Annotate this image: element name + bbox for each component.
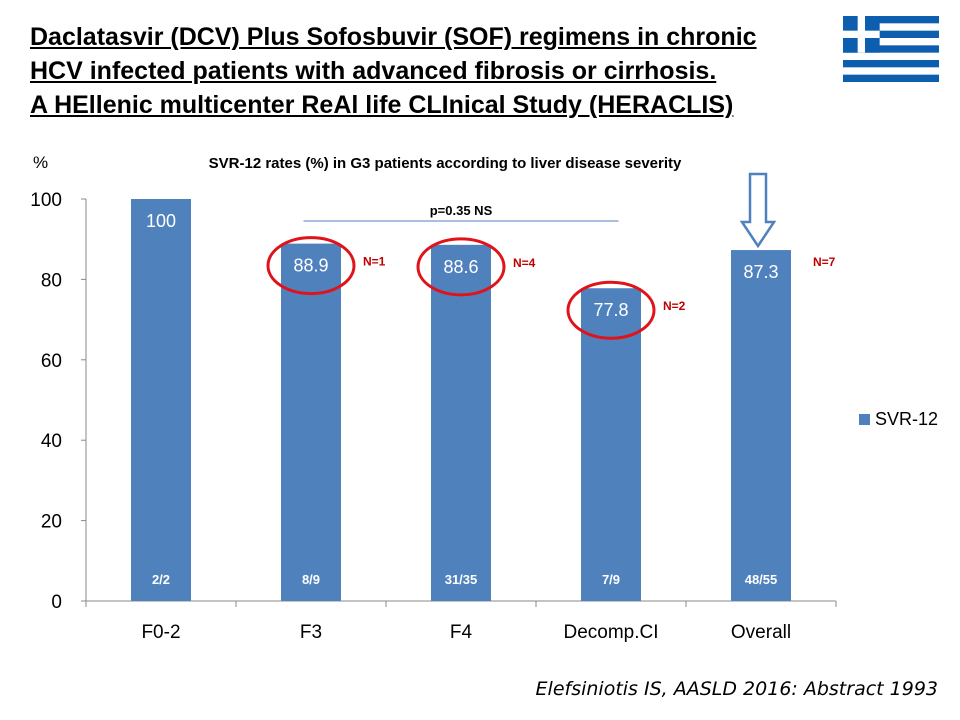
slide-title: Daclatasvir (DCV) Plus Sofosbuvir (SOF) … xyxy=(30,20,830,122)
data-label: 100 xyxy=(146,211,176,231)
highlight-circle xyxy=(566,280,656,340)
y-tick-label: 40 xyxy=(41,431,62,452)
y-tick-label: 100 xyxy=(30,190,62,211)
n-label: N=4 xyxy=(513,256,536,270)
title-line-2: HCV infected patients with advanced fibr… xyxy=(30,57,717,85)
n-label: N=1 xyxy=(363,255,386,269)
title-line-3: A HEllenic multicenter ReAl life CLInica… xyxy=(30,91,734,119)
y-axis-label: % xyxy=(33,153,48,172)
highlight-circle xyxy=(416,237,506,297)
data-label: 87.3 xyxy=(743,262,778,282)
legend-label: SVR-12 xyxy=(875,409,938,429)
y-tick-label: 0 xyxy=(51,592,62,613)
legend-swatch xyxy=(859,414,870,425)
bar-overall xyxy=(731,250,791,601)
title-line-1: Daclatasvir (DCV) Plus Sofosbuvir (SOF) … xyxy=(30,23,757,51)
fraction-label: 31/35 xyxy=(445,572,478,587)
x-tick-label: Decomp.CI xyxy=(563,622,658,643)
fraction-label: 7/9 xyxy=(602,572,620,587)
y-tick-label: 60 xyxy=(41,351,62,372)
y-tick-label: 80 xyxy=(41,270,62,291)
x-tick-label: Overall xyxy=(731,622,791,643)
data-label: 88.6 xyxy=(443,257,478,277)
bar-decomp-ci xyxy=(581,288,641,601)
greek-flag-icon xyxy=(843,16,939,82)
y-tick-label: 20 xyxy=(41,512,62,533)
x-tick-label: F3 xyxy=(300,622,322,643)
down-arrow-icon xyxy=(739,172,777,249)
citation: Elefsiniotis IS, AASLD 2016: Abstract 19… xyxy=(535,678,938,700)
data-label: 77.8 xyxy=(593,300,628,320)
chart-title: SVR-12 rates (%) in G3 patients accordin… xyxy=(209,155,682,172)
bar-f4 xyxy=(431,244,491,601)
bar-f0-2 xyxy=(131,199,191,601)
fraction-label: 2/2 xyxy=(152,572,170,587)
x-tick-label: F4 xyxy=(450,622,473,643)
p-value-annotation: p=0.35 NS xyxy=(430,203,493,218)
fraction-label: 48/55 xyxy=(745,572,778,587)
fraction-label: 8/9 xyxy=(302,572,320,587)
x-tick-label: F0-2 xyxy=(141,622,180,643)
highlight-circle xyxy=(266,236,356,296)
n-label: N=7 xyxy=(813,255,836,269)
data-label: 88.9 xyxy=(293,256,328,276)
n-label: N=2 xyxy=(663,299,686,313)
bar-f3 xyxy=(281,243,341,601)
